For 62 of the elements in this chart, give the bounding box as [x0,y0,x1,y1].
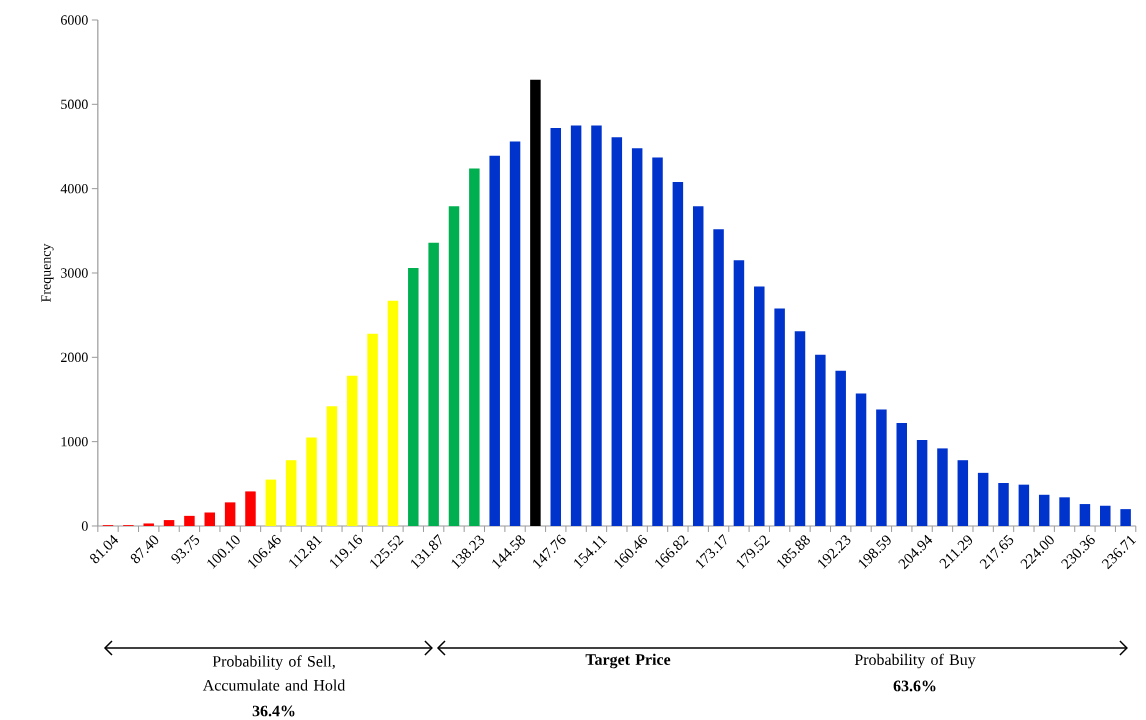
bar [652,157,663,526]
bar [876,409,887,526]
text: Probability of Buy [854,653,976,669]
bar [815,354,826,526]
bar [591,125,602,526]
bar [977,472,989,526]
bar [1120,509,1131,526]
bar [754,286,765,526]
bar [326,406,338,526]
bar [245,491,256,526]
text: Target Price [585,653,671,669]
bar [998,482,1009,526]
bar [285,460,297,526]
bar [346,375,358,526]
bar [631,148,643,526]
y-axis-title: Frequency [41,243,54,303]
y-tick-label: 3000 [61,268,88,278]
bar [1059,497,1070,526]
bar [367,333,378,526]
bar [408,267,419,526]
bar [224,502,236,526]
bar [387,300,399,526]
bar [550,127,562,526]
bar [265,479,277,526]
bar [530,79,541,526]
bar [469,168,480,526]
bar [184,515,195,526]
bar [1100,505,1111,526]
bar [611,137,623,526]
bar [163,520,175,526]
y-tick-label: 5000 [61,99,88,110]
bar [835,370,846,526]
y-tick-label: 2000 [61,352,88,363]
y-tick-label: 0 [81,521,88,531]
y-tick-label: 4000 [60,183,88,194]
bar [896,423,907,526]
text: Probability of Sell, Accumulate and Hold [202,655,346,691]
bar [306,437,317,526]
bar [774,308,785,526]
bar [672,181,684,526]
text: 36.4% [252,705,295,717]
bar [428,242,439,526]
bar [143,523,154,526]
bar [509,141,521,526]
bar [1018,484,1030,526]
bar [957,460,969,526]
bar [855,393,867,526]
bar [713,229,724,526]
y-tick-label: 1000 [61,436,88,447]
text: 63.6% [893,680,936,692]
bar [1038,494,1050,526]
bar [204,512,216,526]
bar [489,155,500,526]
bar [1079,504,1091,526]
bar [794,331,806,526]
bar [570,125,582,526]
bar [448,206,460,526]
bar [733,260,745,526]
y-tick-label: 6000 [61,15,88,25]
bar [692,206,704,526]
bar [916,439,928,526]
bar [937,448,948,526]
